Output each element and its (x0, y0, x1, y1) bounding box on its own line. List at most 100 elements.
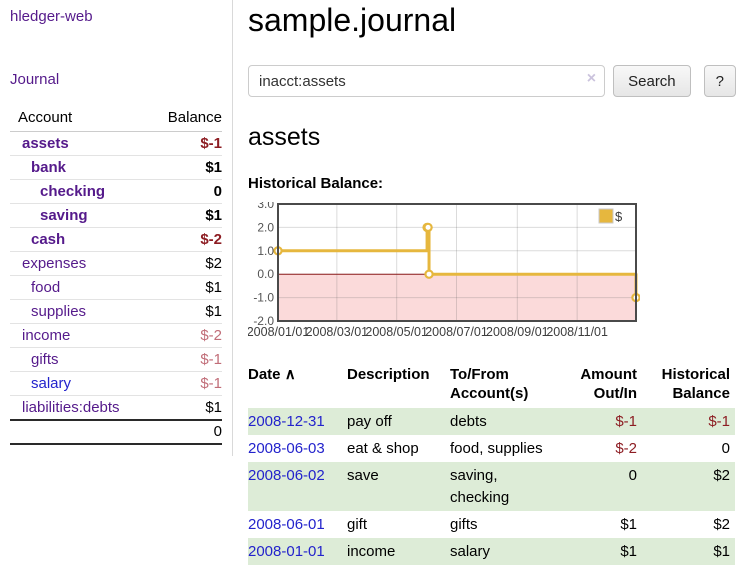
txn-header-description[interactable]: Description (347, 365, 430, 383)
account-row: food $1 (10, 275, 222, 300)
account-link[interactable]: saving (40, 207, 88, 224)
transaction-row: 2008-06-02 save saving, checking 0 $2 (248, 462, 735, 511)
txn-description: save (347, 467, 379, 485)
account-balance: $1 (145, 203, 222, 228)
txn-header-amount[interactable]: Amount Out/In (580, 365, 637, 403)
account-link[interactable]: cash (31, 231, 66, 248)
txn-amount: $1 (620, 515, 637, 533)
account-link[interactable]: income (22, 327, 71, 344)
txn-header-date[interactable]: Date ∧ (248, 365, 296, 383)
account-row: income $-2 (10, 323, 222, 348)
account-heading: assets (248, 123, 321, 152)
svg-text:-1.0: -1.0 (253, 290, 274, 304)
account-row: checking 0 (10, 179, 222, 204)
clear-search-icon[interactable]: × (586, 70, 597, 88)
account-link[interactable]: expenses (22, 255, 87, 272)
svg-text:0.0: 0.0 (257, 267, 274, 281)
account-row: bank $1 (10, 155, 222, 180)
transaction-row: 2008-01-01 income salary $1 $1 (248, 538, 735, 566)
main-content: sample.journal × Search ? assets Histori… (247, 0, 736, 566)
accounts-header-account: Account (10, 107, 146, 132)
sidebar: hledger-web Journal Account Balance asse… (0, 0, 233, 456)
txn-accounts: food, supplies (450, 439, 543, 457)
accounts-total-balance: 0 (145, 419, 222, 445)
txn-date-link[interactable]: 2008-12-31 (248, 412, 325, 430)
txn-amount: 0 (628, 467, 637, 485)
account-row: saving $1 (10, 203, 222, 228)
account-link[interactable]: assets (22, 135, 69, 152)
account-balance: $1 (145, 275, 222, 300)
transaction-row: 2008-06-01 gift gifts $1 $2 (248, 511, 735, 538)
svg-text:3.0: 3.0 (257, 202, 274, 211)
account-balance: $-1 (145, 371, 222, 396)
account-row: supplies $1 (10, 299, 222, 324)
txn-description: pay off (347, 412, 392, 430)
chart-svg: $3.0 2.0 1.0 0.0 -1.0 -2.02008/01/012008/03/0… (247, 197, 641, 339)
svg-text:2.0: 2.0 (257, 220, 274, 234)
account-balance: $-1 (145, 131, 222, 156)
txn-balance: $-1 (708, 412, 730, 430)
account-balance: 0 (145, 179, 222, 204)
accounts-table: Account Balance assets $-1 bank $1 checking 0… (10, 107, 222, 445)
txn-amount: $1 (620, 543, 637, 561)
txn-amount: $-1 (615, 412, 637, 430)
search-input[interactable] (248, 65, 606, 98)
txn-accounts: salary (450, 543, 491, 561)
svg-text:2008/09/01: 2008/09/01 (486, 325, 549, 339)
search-button[interactable]: Search (613, 65, 691, 98)
txn-accounts: gifts (450, 515, 478, 533)
account-balance: $1 (145, 155, 222, 180)
account-balance: $1 (145, 299, 222, 324)
svg-text:2008/05/01: 2008/05/01 (365, 325, 428, 339)
account-link[interactable]: checking (40, 183, 106, 200)
svg-text:2008/01/01: 2008/01/01 (248, 325, 309, 339)
chart-title: Historical Balance: (248, 174, 384, 192)
txn-description: eat & shop (347, 439, 419, 457)
txn-date-link[interactable]: 2008-06-01 (248, 515, 325, 533)
txn-date-link[interactable]: 2008-06-02 (248, 467, 325, 485)
sidebar-item-journal[interactable]: Journal (10, 71, 60, 88)
txn-date-link[interactable]: 2008-01-01 (248, 543, 325, 561)
account-balance: $1 (145, 395, 222, 421)
sort-ascending-icon: ∧ (284, 365, 296, 383)
txn-balance: $2 (713, 467, 730, 485)
help-button[interactable]: ? (703, 65, 736, 98)
account-link[interactable]: gifts (31, 351, 59, 368)
account-row: liabilities:debts $1 (10, 395, 222, 421)
txn-header-accounts[interactable]: To/From Account(s) (450, 365, 529, 403)
account-link[interactable]: salary (31, 375, 72, 392)
txn-date-link[interactable]: 2008-06-03 (248, 439, 325, 457)
account-link[interactable]: supplies (31, 303, 87, 320)
txn-accounts: debts (450, 412, 487, 430)
account-link[interactable]: food (31, 279, 61, 296)
accounts-total-row: 0 (10, 419, 222, 445)
app-title-link[interactable]: hledger-web (10, 8, 93, 25)
txn-header-balance[interactable]: Historical Balance (661, 365, 730, 403)
page-title: sample.journal (248, 2, 457, 38)
txn-balance: $2 (713, 515, 730, 533)
txn-accounts: saving, checking (450, 467, 510, 506)
svg-text:1.0: 1.0 (257, 243, 274, 257)
transactions-table: Date ∧ Description To/From Account(s) Am… (248, 363, 735, 566)
svg-text:-2.0: -2.0 (253, 314, 274, 328)
account-row: assets $-1 (10, 131, 222, 156)
account-link[interactable]: bank (31, 159, 67, 176)
txn-description: gift (347, 515, 368, 533)
account-balance: $-2 (145, 323, 222, 348)
legend-swatch (598, 208, 614, 224)
account-row: gifts $-1 (10, 347, 222, 372)
account-balance: $-2 (145, 227, 222, 252)
transaction-row: 2008-12-31 pay off debts $-1 $-1 (248, 407, 735, 435)
account-balance: $2 (145, 251, 222, 276)
account-balance: $-1 (145, 347, 222, 372)
txn-balance: $1 (713, 543, 730, 561)
legend-label: $ (615, 209, 623, 224)
accounts-header-balance: Balance (145, 107, 222, 132)
txn-amount: $-2 (615, 439, 637, 457)
account-row: expenses $2 (10, 251, 222, 276)
svg-text:2008/11/01: 2008/11/01 (546, 325, 608, 339)
account-row: salary $-1 (10, 371, 222, 396)
account-link[interactable]: liabilities:debts (22, 399, 120, 416)
historical-balance-chart: $3.0 2.0 1.0 0.0 -1.0 -2.0 2008/01/01 2008/03/0… (247, 197, 736, 347)
